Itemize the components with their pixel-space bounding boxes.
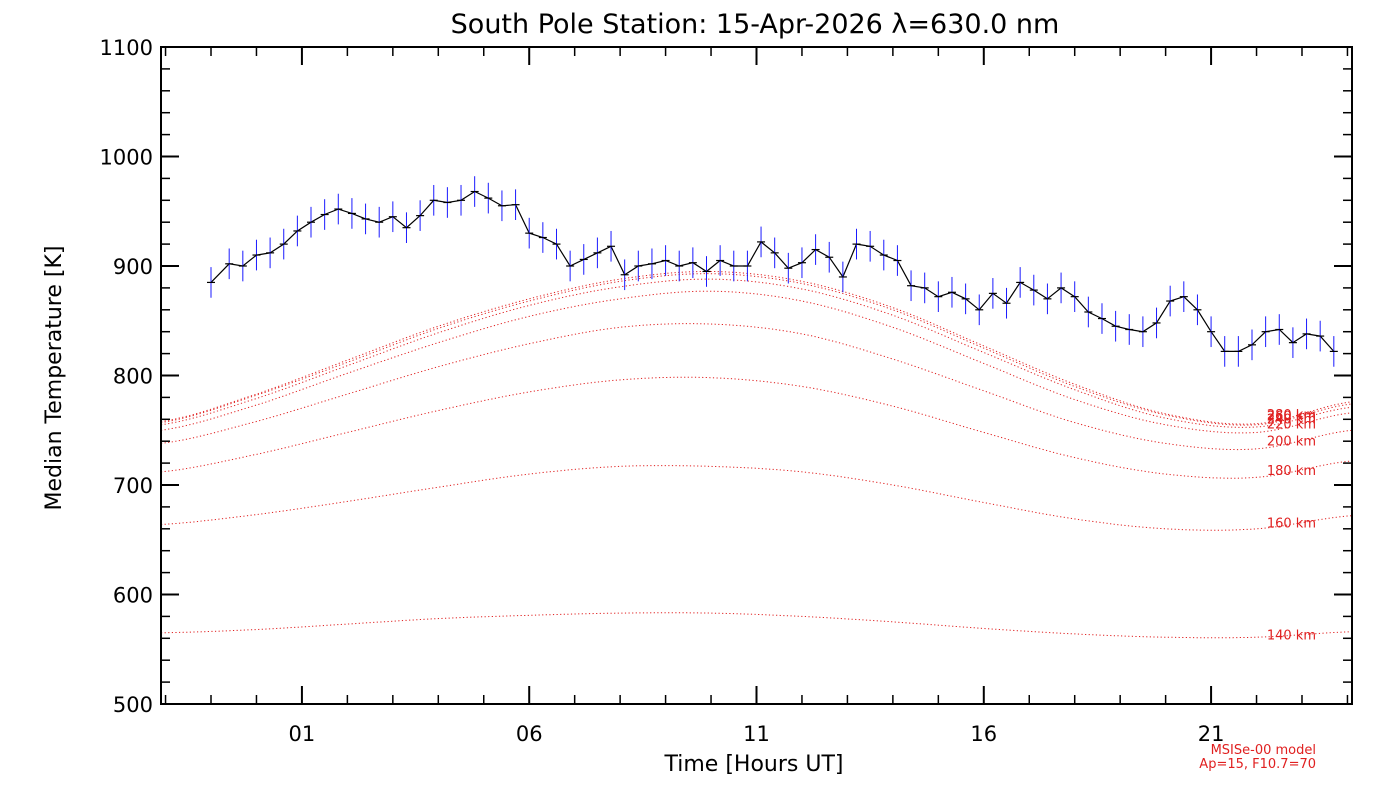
y-tick-label: 700 <box>113 474 153 498</box>
y-tick-label: 500 <box>113 693 153 717</box>
y-tick-label: 1100 <box>100 36 153 60</box>
model-curve-label: 140 km <box>1267 629 1316 644</box>
x-tick-label: 11 <box>743 722 770 746</box>
x-tick-label: 16 <box>970 722 997 746</box>
model-curve-180-km <box>160 376 1353 479</box>
model-curve-label: 180 km <box>1267 464 1316 479</box>
model-curve-240-km <box>160 278 1353 428</box>
model-params-note: Ap=15, F10.7=70 <box>1199 757 1316 772</box>
model-name-note: MSISe-00 model <box>1211 743 1316 758</box>
y-tick-label: 900 <box>113 255 153 279</box>
model-curve-label: 200 km <box>1267 435 1316 450</box>
x-tick-label: 21 <box>1198 722 1225 746</box>
chart-title: South Pole Station: 15-Apr-2026 λ=630.0 … <box>451 9 1060 40</box>
model-curve-label: 280 km <box>1267 408 1316 423</box>
model-curve-160-km <box>160 465 1353 531</box>
model-curve-220-km <box>160 290 1353 434</box>
axes: 500 600 700 800 900 1000 1100 01 06 11 16 21 <box>100 36 1353 746</box>
y-tick-label: 1000 <box>100 146 153 170</box>
observed-series <box>207 176 1338 367</box>
model-curve-140-km <box>160 612 1353 639</box>
x-tick-label: 01 <box>289 722 316 746</box>
x-tick-label: 06 <box>516 722 543 746</box>
model-curve-200-km <box>160 323 1353 451</box>
model-curve-260-km <box>160 273 1353 426</box>
model-curve-label: 160 km <box>1267 517 1316 532</box>
x-axis-label: Time [Hours UT] <box>664 752 844 777</box>
y-tick-label: 600 <box>113 584 153 608</box>
y-axis-label: Median Temperature [K] <box>42 246 67 511</box>
model-curve-label: 220 km <box>1267 418 1316 433</box>
y-tick-label: 800 <box>113 365 153 389</box>
model-curve-label: 240 km <box>1267 412 1316 427</box>
model-curve-280-km <box>160 270 1353 425</box>
